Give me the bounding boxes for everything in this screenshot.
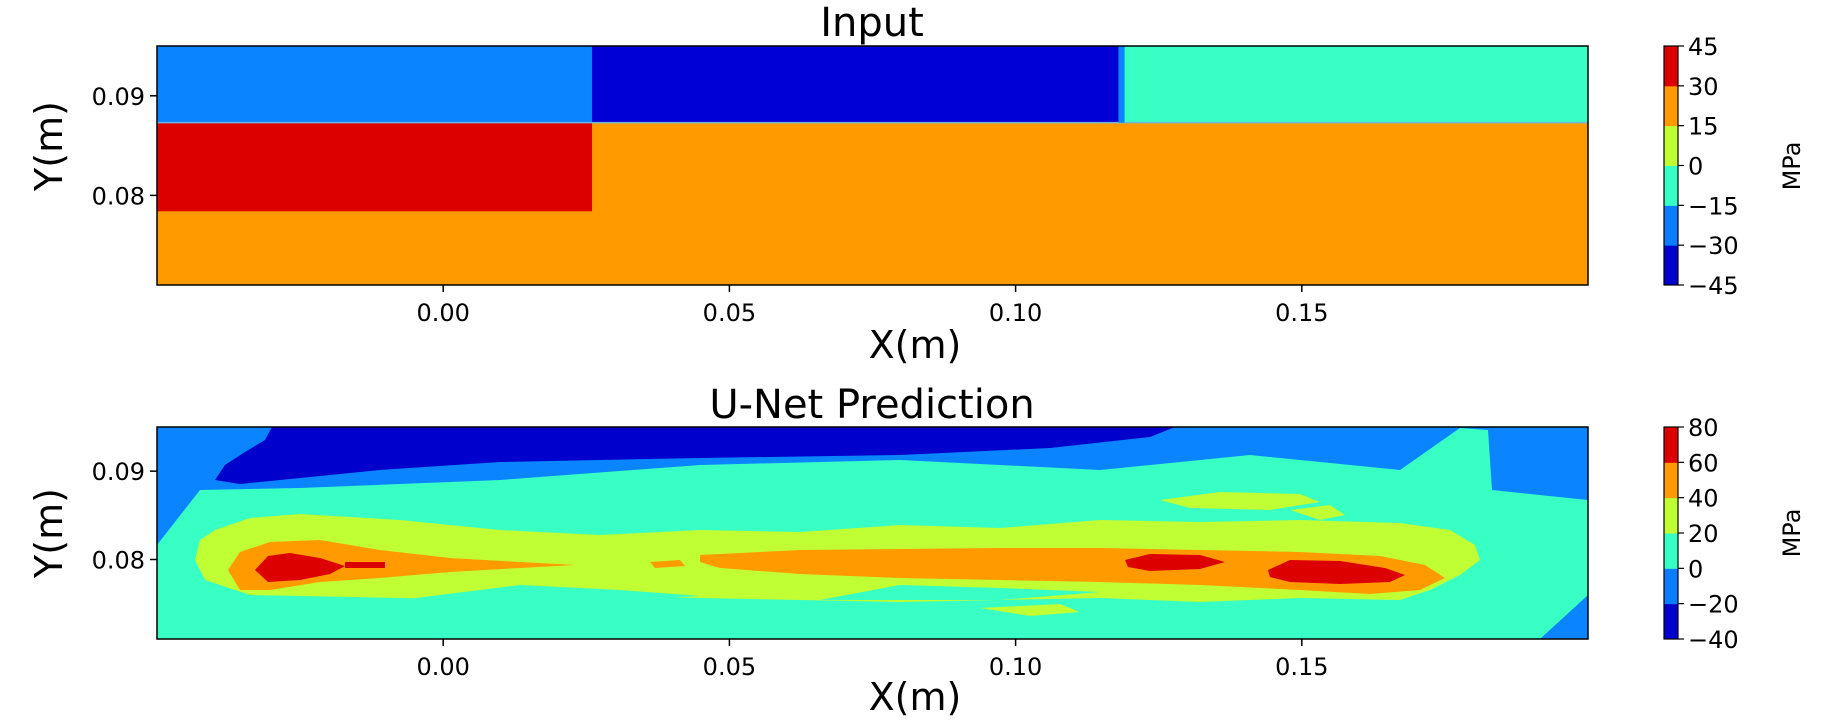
x-tick-label: 0.05 — [703, 653, 756, 681]
x-tick-label: 0.15 — [1275, 653, 1328, 681]
p2-level-60-80-left — [255, 553, 345, 582]
colorbar-tick-label: 20 — [1688, 520, 1719, 548]
colorbar-tick-label: 60 — [1688, 449, 1719, 477]
p2-level-neg40-neg20 — [215, 427, 1175, 484]
region-top-right — [1118, 46, 1588, 123]
y-tick-label: 0.08 — [92, 182, 145, 210]
p2-level-0-20-island1 — [400, 585, 700, 604]
colorbar-segment — [1664, 497, 1678, 534]
panel1-colorbar-label: MPa — [1778, 142, 1806, 191]
p2-level-20-40-patch1 — [1160, 492, 1320, 510]
colorbar-tick-label: 0 — [1688, 555, 1703, 583]
colorbar-segment — [1664, 533, 1678, 569]
colorbar-segment — [1664, 46, 1678, 87]
p2-level-neg20-0-right-corner — [1540, 595, 1588, 639]
region-red-block — [157, 122, 593, 212]
p2-level-60-80-left-tail — [345, 562, 385, 568]
colorbar-tick-label: 15 — [1688, 113, 1719, 141]
panel2-x-ticks: 0.00 0.05 0.10 0.15 — [416, 639, 1329, 681]
panel2-colorbar: 80 60 40 20 0 −20 −40 — [1663, 414, 1739, 654]
colorbar-tick-label: −20 — [1688, 591, 1739, 619]
colorbar-tick-label: −45 — [1688, 272, 1739, 300]
panel2-y-ticks: 0.08 0.09 — [92, 458, 157, 575]
region-edge-strip — [1118, 46, 1125, 123]
p2-level-40-60-right — [700, 548, 1445, 594]
x-tick-label: 0.00 — [416, 653, 469, 681]
region-top-middle — [592, 46, 1119, 123]
panel1-heatmap — [157, 46, 1588, 285]
panel1-y-ticks: 0.08 0.09 — [92, 83, 157, 210]
colorbar-segment — [1664, 427, 1678, 463]
colorbar-tick-label: 30 — [1688, 73, 1719, 101]
p2-level-60-80-right — [1268, 560, 1405, 584]
panel2-ylabel: Y(m) — [27, 488, 71, 579]
panel1-axes-frame — [156, 45, 1589, 286]
p2-level-40-60-dot — [650, 560, 685, 568]
colorbar-segment — [1664, 245, 1678, 286]
colorbar-segment — [1664, 462, 1678, 499]
colorbar-segment — [1664, 603, 1678, 640]
panel2-colorbar-label: MPa — [1778, 509, 1806, 558]
panel1-ylabel: Y(m) — [27, 101, 71, 192]
y-tick-label: 0.08 — [92, 547, 145, 575]
panel2-axes-frame — [156, 426, 1589, 640]
panel1-colorbar: 45 30 15 0 −15 −30 −45 — [1663, 33, 1739, 300]
p2-level-40-60-left — [228, 540, 575, 590]
colorbar-tick-label: 40 — [1688, 485, 1719, 513]
x-tick-label: 0.10 — [989, 653, 1042, 681]
colorbar-tick-label: −40 — [1688, 626, 1739, 654]
x-tick-label: 0.15 — [1275, 299, 1328, 327]
x-tick-label: 0.05 — [703, 299, 756, 327]
region-top-left — [157, 46, 593, 123]
p2-level-60-80-mid — [1125, 554, 1225, 571]
p2-level-20-40-patch2 — [1290, 505, 1345, 520]
colorbar-segment — [1664, 568, 1678, 605]
colorbar-tick-label: 45 — [1688, 33, 1719, 61]
panel1-xlabel: X(m) — [869, 323, 962, 367]
y-tick-label: 0.09 — [92, 458, 145, 486]
x-tick-label: 0.00 — [416, 299, 469, 327]
p2-level-20-40-patch3 — [980, 604, 1080, 616]
colorbar-segment — [1664, 85, 1678, 127]
y-tick-label: 0.09 — [92, 83, 145, 111]
colorbar-segment — [1664, 205, 1678, 246]
x-tick-label: 0.10 — [989, 299, 1042, 327]
panel1-x-ticks: 0.00 0.05 0.10 0.15 — [416, 285, 1329, 327]
p2-level-0-20-island2 — [820, 585, 1100, 600]
panel2-title: U-Net Prediction — [709, 382, 1034, 428]
panel1-title: Input — [820, 0, 924, 46]
colorbar-tick-label: −30 — [1688, 232, 1739, 260]
panel2-xlabel: X(m) — [869, 675, 962, 719]
colorbar-tick-label: −15 — [1688, 192, 1739, 220]
colorbar-tick-label: 80 — [1688, 414, 1719, 442]
colorbar-tick-label: 0 — [1688, 153, 1703, 181]
colorbar-segment — [1664, 165, 1678, 206]
colorbar-segment — [1664, 125, 1678, 166]
panel2-heatmap — [157, 427, 1588, 639]
